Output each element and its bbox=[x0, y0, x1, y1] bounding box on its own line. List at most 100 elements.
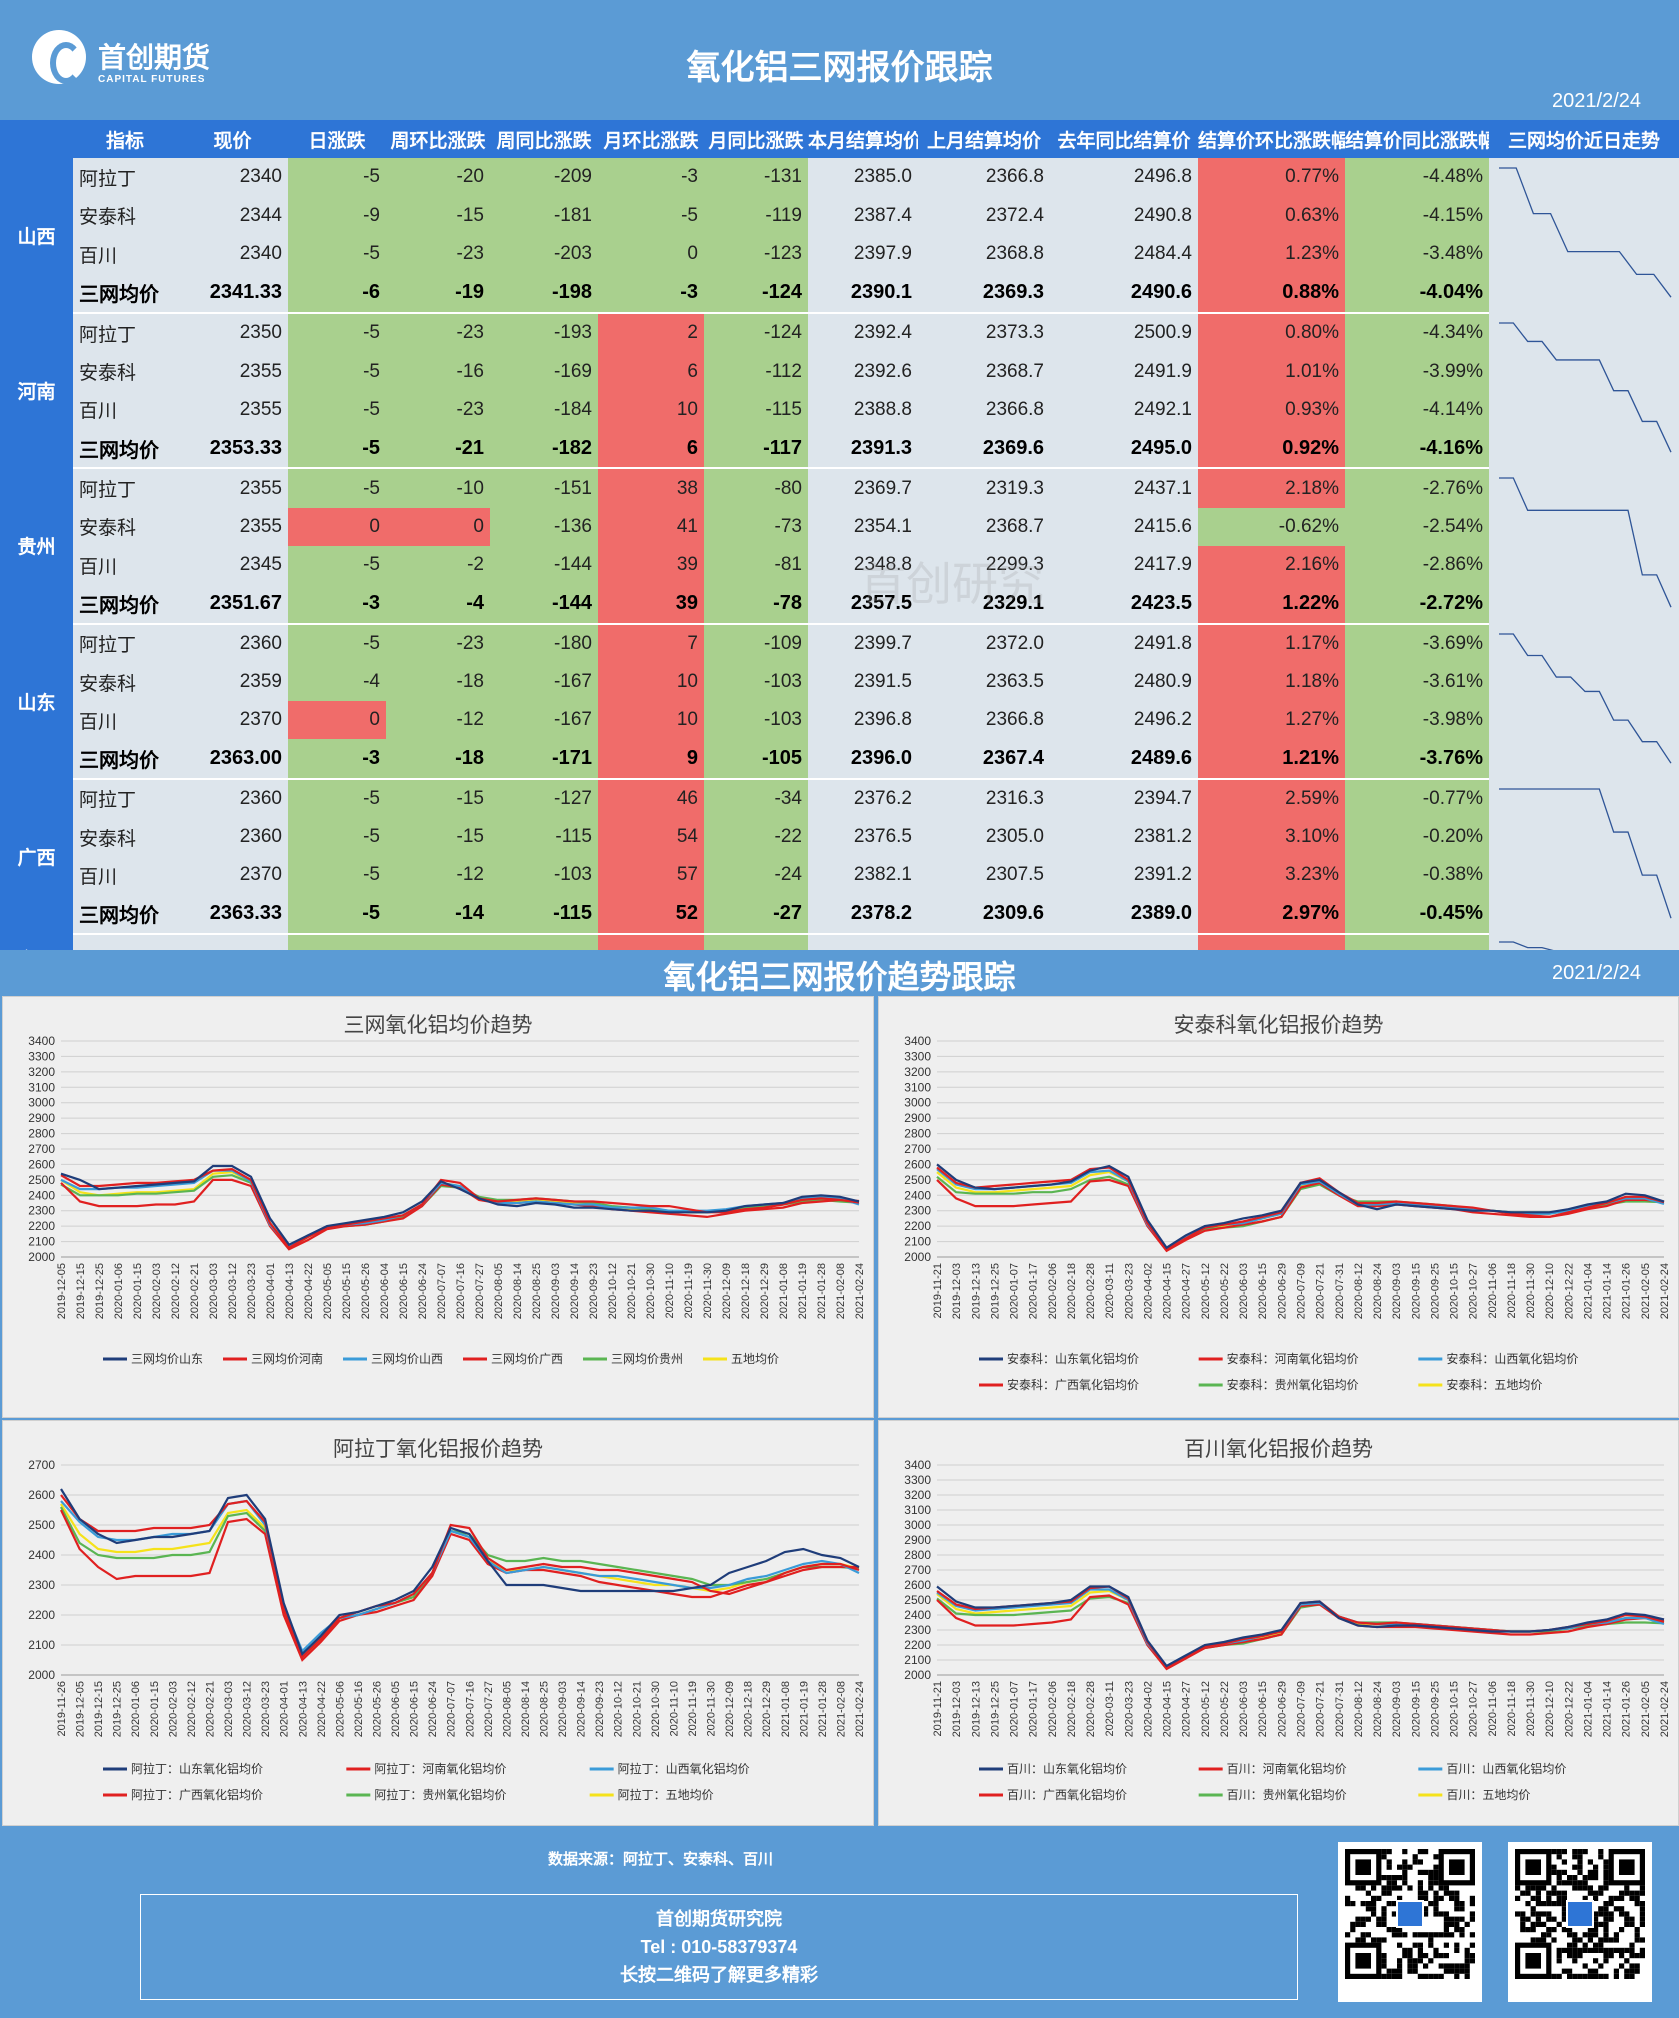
sparkline bbox=[1499, 167, 1672, 298]
company-logo: 首创期货 CAPITAL FUTURES bbox=[32, 24, 210, 94]
qr-module bbox=[1433, 1906, 1439, 1912]
x-tick-label: 2020-04-01 bbox=[279, 1681, 291, 1737]
qr-module bbox=[1577, 1849, 1583, 1855]
table-row: 安泰科 2359 -4 -18 -167 10 -103 2391.5 2363.5 2480.9… bbox=[0, 662, 1679, 702]
qr-module bbox=[1417, 1947, 1423, 1953]
qr-module bbox=[1360, 1885, 1366, 1891]
legend-label: 百川：山东氧化铝均价 bbox=[1007, 1761, 1127, 1776]
table-cell: 2382.1 bbox=[808, 856, 918, 895]
qr-module bbox=[1572, 1947, 1578, 1953]
qr-module bbox=[1551, 1849, 1557, 1855]
source-name: 百川 bbox=[73, 856, 177, 895]
qr-module bbox=[1535, 1901, 1541, 1907]
legend-label: 阿拉丁：河南氧化铝均价 bbox=[374, 1761, 506, 1776]
logo-text: 首创期货 bbox=[98, 42, 211, 73]
qr-module bbox=[1639, 1890, 1645, 1896]
table-cell: -10 bbox=[386, 468, 490, 508]
qr-module bbox=[1561, 1968, 1567, 1974]
x-tick-label: 2020-05-16 bbox=[353, 1681, 365, 1737]
table-cell: 2387.4 bbox=[808, 196, 918, 236]
qr-module bbox=[1598, 1963, 1604, 1969]
y-tick-label: 2300 bbox=[28, 1578, 55, 1592]
chart-panel-antaike: 安泰科氧化铝报价趋势 2000 2100 2200 2300 2400 2500 2600 2… bbox=[878, 996, 1679, 1418]
table-cell: -9 bbox=[288, 196, 386, 236]
header-cell: 结算价同比涨跌幅 bbox=[1345, 120, 1489, 158]
table-cell: 6 bbox=[598, 352, 704, 391]
chart-panel-aladdin: 阿拉丁氧化铝报价趋势 2000 2100 2200 2300 2400 2500 2600 2… bbox=[2, 1420, 874, 1826]
table-cell: 0.80% bbox=[1198, 313, 1345, 353]
qr-module bbox=[1598, 1911, 1604, 1917]
qr-module bbox=[1407, 1885, 1413, 1891]
table-cell: 2391.2 bbox=[1050, 856, 1198, 895]
qr-module bbox=[1381, 1916, 1387, 1922]
qr-module bbox=[1556, 1958, 1562, 1964]
qr-module bbox=[1412, 1958, 1418, 1964]
legend-label: 三网均价河南 bbox=[251, 1351, 323, 1366]
qr-module bbox=[1556, 1953, 1562, 1959]
qr-code-1[interactable] bbox=[1338, 1842, 1482, 2002]
qr-module bbox=[1443, 1942, 1449, 1948]
y-tick-label: 3200 bbox=[28, 1065, 55, 1079]
x-tick-label: 2020-04-13 bbox=[297, 1681, 309, 1737]
legend-label: 三网均价广西 bbox=[491, 1352, 563, 1366]
table-cell: -181 bbox=[490, 196, 598, 236]
qr-module bbox=[1464, 1958, 1470, 1964]
y-tick-label: 2500 bbox=[28, 1173, 55, 1187]
table-cell: -4.15% bbox=[1345, 196, 1489, 236]
x-tick-label: 2020-09-03 bbox=[1391, 1263, 1403, 1319]
table-cell: -14 bbox=[386, 894, 490, 935]
table-cell: 2423.5 bbox=[1050, 584, 1198, 625]
region-label: 山西 bbox=[0, 158, 73, 314]
table-cell: -5 bbox=[288, 235, 386, 274]
qr-module bbox=[1556, 1880, 1562, 1886]
qr-module bbox=[1603, 1958, 1609, 1964]
y-tick-label: 2100 bbox=[28, 1235, 55, 1249]
y-tick-label: 3100 bbox=[904, 1080, 931, 1094]
qr-module bbox=[1391, 1973, 1397, 1979]
qr-module bbox=[1515, 1911, 1521, 1917]
table-row: 安泰科 2355 0 0 -136 41 -73 2354.1 2368.7 2415.6 -0.6… bbox=[0, 507, 1679, 546]
qr-module bbox=[1577, 1859, 1583, 1865]
qr-module bbox=[1530, 1911, 1536, 1917]
qr-module bbox=[1459, 1927, 1465, 1933]
series-line bbox=[936, 1585, 1665, 1669]
table-cell: -4.48% bbox=[1345, 158, 1489, 197]
y-tick-label: 2800 bbox=[904, 1127, 931, 1141]
table-cell: -5 bbox=[288, 429, 386, 470]
y-tick-label: 3400 bbox=[904, 1034, 931, 1048]
qr-module bbox=[1541, 1911, 1547, 1917]
x-tick-label: 2021-01-19 bbox=[798, 1681, 810, 1737]
x-tick-label: 2020-10-30 bbox=[650, 1681, 662, 1737]
table-cell: -3 bbox=[598, 273, 704, 315]
x-tick-label: 2020-04-27 bbox=[1181, 1681, 1193, 1737]
table-cell: -144 bbox=[490, 545, 598, 585]
sparkline-path bbox=[1499, 477, 1672, 608]
x-tick-label: 2021-02-08 bbox=[835, 1263, 847, 1319]
qr-module bbox=[1572, 1942, 1578, 1948]
header-cell: 周同比涨跌 bbox=[490, 120, 598, 158]
qr-code-2[interactable] bbox=[1508, 1842, 1652, 2002]
qr-module bbox=[1530, 1937, 1536, 1943]
qr-module bbox=[1381, 1885, 1387, 1891]
x-tick-label: 2020-02-12 bbox=[170, 1263, 182, 1319]
qr-module bbox=[1629, 1895, 1635, 1901]
table-cell: -19 bbox=[386, 273, 490, 315]
x-tick-label: 2019-12-05 bbox=[56, 1263, 68, 1319]
sparkline-cell bbox=[1489, 778, 1679, 934]
x-tick-label: 2020-11-06 bbox=[1487, 1263, 1499, 1318]
qr-module bbox=[1598, 1854, 1604, 1860]
table-cell: -0.20% bbox=[1345, 818, 1489, 857]
table-cell: -5 bbox=[288, 158, 386, 197]
table-cell: 2357.5 bbox=[808, 584, 918, 625]
qr-module bbox=[1423, 1869, 1429, 1875]
qr-module bbox=[1355, 1885, 1361, 1891]
qr-module bbox=[1556, 1973, 1562, 1979]
table-cell: 2344 bbox=[177, 196, 288, 236]
x-tick-label: 2020-04-15 bbox=[1162, 1681, 1174, 1737]
qr-module bbox=[1433, 1947, 1439, 1953]
header-cell: 本月结算均价 bbox=[808, 120, 918, 158]
x-tick-label: 2020-06-03 bbox=[1238, 1263, 1250, 1319]
qr-module bbox=[1624, 1958, 1630, 1964]
series-line bbox=[60, 1169, 860, 1248]
x-tick-label: 2020-03-23 bbox=[246, 1263, 258, 1319]
